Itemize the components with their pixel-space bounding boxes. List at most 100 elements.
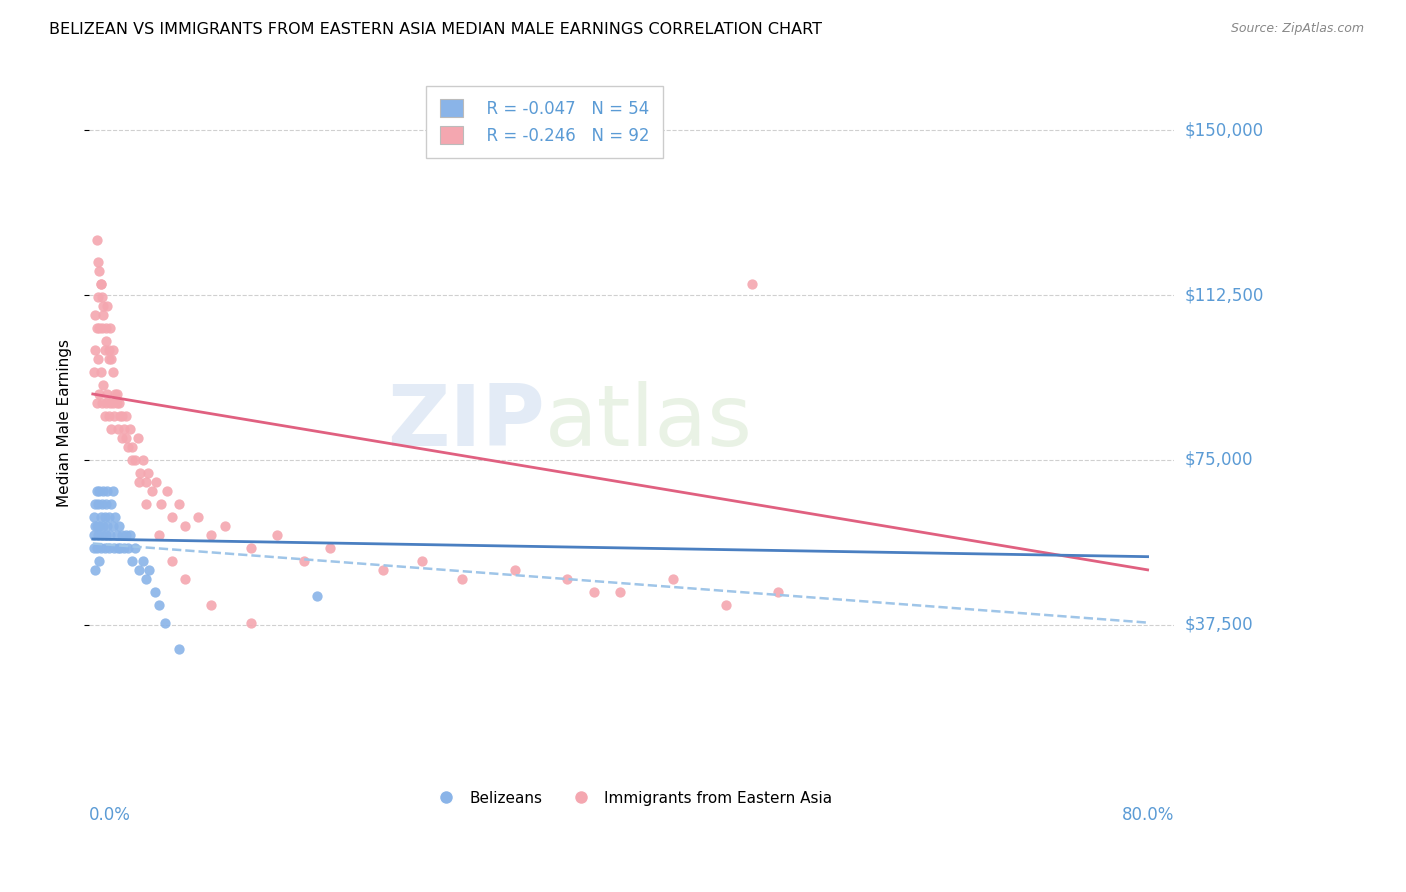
Point bbox=[111, 409, 134, 423]
Point bbox=[148, 598, 170, 612]
Point bbox=[714, 598, 737, 612]
Point bbox=[411, 554, 433, 568]
Point bbox=[104, 510, 127, 524]
Point bbox=[114, 431, 136, 445]
Point bbox=[167, 642, 190, 657]
Point bbox=[155, 615, 177, 630]
Point bbox=[111, 431, 134, 445]
Point bbox=[93, 541, 115, 555]
Point bbox=[503, 563, 526, 577]
Point bbox=[93, 483, 115, 498]
Point bbox=[87, 290, 110, 304]
Point bbox=[90, 277, 112, 291]
Point bbox=[107, 422, 129, 436]
Point bbox=[200, 527, 222, 541]
Point bbox=[100, 351, 122, 366]
Point bbox=[136, 466, 159, 480]
Point bbox=[90, 365, 112, 379]
Point bbox=[84, 308, 107, 322]
Point bbox=[94, 334, 117, 349]
Point bbox=[107, 541, 129, 555]
Point bbox=[124, 453, 146, 467]
Point bbox=[91, 290, 114, 304]
Point bbox=[214, 519, 236, 533]
Point bbox=[132, 453, 155, 467]
Point bbox=[93, 378, 115, 392]
Point bbox=[141, 483, 163, 498]
Point bbox=[128, 563, 150, 577]
Point bbox=[371, 563, 394, 577]
Point bbox=[121, 440, 143, 454]
Point bbox=[114, 527, 136, 541]
Point bbox=[451, 572, 474, 586]
Point bbox=[135, 572, 157, 586]
Point bbox=[91, 321, 114, 335]
Point bbox=[83, 541, 105, 555]
Point bbox=[100, 422, 122, 436]
Point bbox=[98, 321, 121, 335]
Text: ZIP: ZIP bbox=[387, 381, 544, 464]
Point bbox=[160, 554, 183, 568]
Point bbox=[93, 409, 115, 423]
Point bbox=[93, 299, 115, 313]
Point bbox=[114, 409, 136, 423]
Point bbox=[124, 541, 146, 555]
Point bbox=[86, 396, 108, 410]
Text: BELIZEAN VS IMMIGRANTS FROM EASTERN ASIA MEDIAN MALE EARNINGS CORRELATION CHART: BELIZEAN VS IMMIGRANTS FROM EASTERN ASIA… bbox=[49, 22, 823, 37]
Point bbox=[98, 396, 121, 410]
Point bbox=[200, 598, 222, 612]
Point bbox=[89, 387, 111, 401]
Point bbox=[174, 519, 197, 533]
Text: 0.0%: 0.0% bbox=[89, 805, 131, 823]
Point bbox=[87, 497, 110, 511]
Point bbox=[135, 497, 157, 511]
Point bbox=[117, 541, 139, 555]
Point bbox=[174, 572, 197, 586]
Point bbox=[121, 453, 143, 467]
Point bbox=[148, 527, 170, 541]
Point bbox=[83, 510, 105, 524]
Point bbox=[741, 277, 763, 291]
Point bbox=[111, 527, 134, 541]
Point bbox=[89, 264, 111, 278]
Point bbox=[156, 483, 179, 498]
Point bbox=[105, 387, 128, 401]
Point bbox=[557, 572, 579, 586]
Point bbox=[96, 299, 118, 313]
Point bbox=[84, 519, 107, 533]
Point bbox=[86, 233, 108, 247]
Point bbox=[128, 475, 150, 489]
Point bbox=[100, 497, 122, 511]
Text: atlas: atlas bbox=[544, 381, 752, 464]
Point bbox=[86, 541, 108, 555]
Point bbox=[101, 343, 124, 357]
Point bbox=[98, 527, 121, 541]
Point bbox=[101, 365, 124, 379]
Point bbox=[127, 431, 149, 445]
Point bbox=[84, 497, 107, 511]
Point bbox=[118, 527, 141, 541]
Point bbox=[150, 497, 173, 511]
Point bbox=[117, 440, 139, 454]
Point bbox=[105, 527, 128, 541]
Point bbox=[83, 527, 105, 541]
Text: $150,000: $150,000 bbox=[1185, 121, 1264, 139]
Point bbox=[93, 510, 115, 524]
Point bbox=[108, 396, 131, 410]
Text: 80.0%: 80.0% bbox=[1122, 805, 1174, 823]
Text: $37,500: $37,500 bbox=[1185, 615, 1254, 634]
Point bbox=[91, 396, 114, 410]
Point bbox=[187, 510, 209, 524]
Point bbox=[90, 541, 112, 555]
Point bbox=[135, 475, 157, 489]
Point bbox=[89, 519, 111, 533]
Point bbox=[101, 519, 124, 533]
Point bbox=[167, 497, 190, 511]
Point bbox=[118, 422, 141, 436]
Legend: Belizeans, Immigrants from Eastern Asia: Belizeans, Immigrants from Eastern Asia bbox=[425, 785, 838, 812]
Text: $112,500: $112,500 bbox=[1185, 286, 1264, 304]
Point bbox=[97, 351, 120, 366]
Point bbox=[97, 343, 120, 357]
Point bbox=[114, 541, 136, 555]
Point bbox=[143, 584, 166, 599]
